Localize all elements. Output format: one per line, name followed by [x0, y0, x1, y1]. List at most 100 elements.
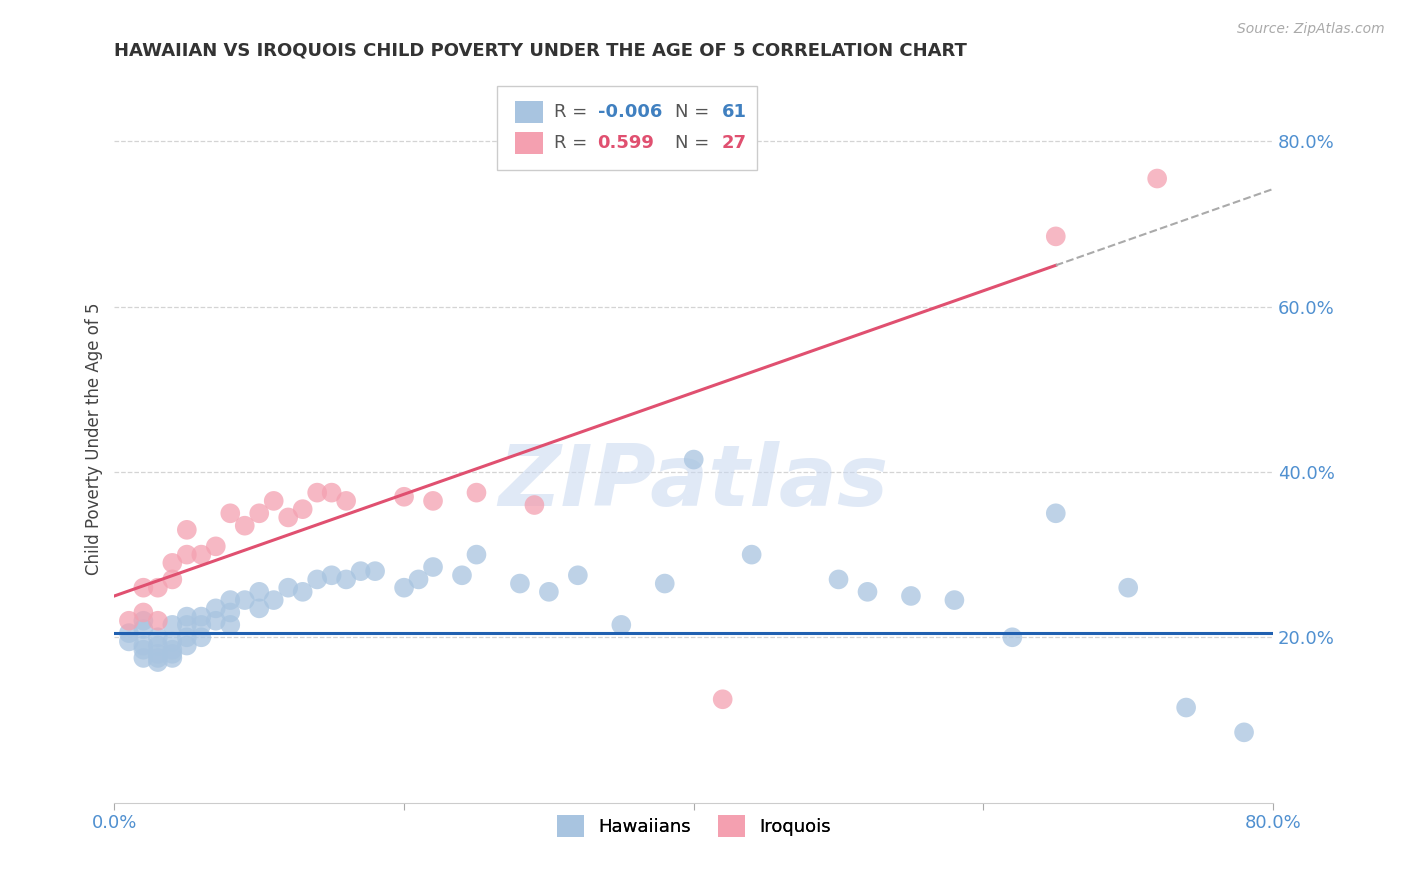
Point: [900, 589, 922, 603]
Point: [132, 642, 155, 657]
Point: [654, 576, 676, 591]
Point: [943, 593, 966, 607]
Point: [610, 618, 633, 632]
Legend: Hawaiians, Iroquois: Hawaiians, Iroquois: [550, 808, 838, 845]
Point: [204, 601, 226, 615]
Point: [146, 639, 169, 653]
Point: [1175, 700, 1198, 714]
Point: [118, 614, 141, 628]
Point: [277, 510, 299, 524]
Point: [162, 634, 184, 648]
Point: [1116, 581, 1139, 595]
Point: [118, 634, 141, 648]
Text: R =: R =: [554, 103, 592, 121]
Point: [263, 593, 285, 607]
Point: [392, 581, 415, 595]
Point: [176, 618, 198, 632]
Y-axis label: Child Poverty Under the Age of 5: Child Poverty Under the Age of 5: [86, 302, 103, 575]
Text: ZIPatlas: ZIPatlas: [499, 441, 889, 524]
Point: [176, 609, 198, 624]
Point: [291, 584, 314, 599]
Point: [263, 494, 285, 508]
Point: [321, 568, 343, 582]
Point: [219, 593, 242, 607]
Point: [132, 651, 155, 665]
Point: [335, 573, 357, 587]
FancyBboxPatch shape: [515, 132, 543, 153]
Point: [827, 573, 849, 587]
Point: [741, 548, 763, 562]
Point: [162, 651, 184, 665]
Point: [451, 568, 474, 582]
Point: [190, 548, 212, 562]
Point: [162, 642, 184, 657]
Point: [204, 540, 226, 554]
Point: [856, 584, 879, 599]
Text: -0.006: -0.006: [598, 103, 662, 121]
Text: 61: 61: [721, 103, 747, 121]
Point: [162, 647, 184, 661]
Point: [162, 573, 184, 587]
Text: 0.599: 0.599: [598, 134, 654, 152]
Point: [176, 523, 198, 537]
Point: [132, 622, 155, 636]
Point: [219, 618, 242, 632]
Point: [523, 498, 546, 512]
Point: [176, 548, 198, 562]
Point: [422, 560, 444, 574]
Point: [162, 618, 184, 632]
Point: [509, 576, 531, 591]
Point: [1146, 171, 1168, 186]
Point: [146, 655, 169, 669]
Point: [146, 581, 169, 595]
Point: [321, 485, 343, 500]
Point: [132, 639, 155, 653]
Point: [219, 506, 242, 520]
Point: [1001, 630, 1024, 644]
Point: [277, 581, 299, 595]
Point: [422, 494, 444, 508]
Point: [204, 614, 226, 628]
Text: N =: N =: [675, 103, 716, 121]
Point: [219, 606, 242, 620]
Point: [349, 564, 371, 578]
Point: [118, 626, 141, 640]
Point: [162, 556, 184, 570]
Point: [465, 485, 488, 500]
Point: [537, 584, 560, 599]
Point: [364, 564, 387, 578]
Point: [190, 630, 212, 644]
FancyBboxPatch shape: [496, 87, 758, 169]
Point: [146, 647, 169, 661]
Point: [146, 614, 169, 628]
Point: [307, 573, 329, 587]
Point: [190, 609, 212, 624]
Point: [1045, 229, 1067, 244]
Text: N =: N =: [675, 134, 716, 152]
Point: [233, 593, 256, 607]
Point: [307, 485, 329, 500]
Point: [146, 630, 169, 644]
Point: [176, 639, 198, 653]
Point: [1233, 725, 1256, 739]
Text: R =: R =: [554, 134, 592, 152]
Point: [567, 568, 589, 582]
Point: [291, 502, 314, 516]
FancyBboxPatch shape: [515, 102, 543, 123]
Point: [335, 494, 357, 508]
Point: [465, 548, 488, 562]
Point: [132, 614, 155, 628]
Text: HAWAIIAN VS IROQUOIS CHILD POVERTY UNDER THE AGE OF 5 CORRELATION CHART: HAWAIIAN VS IROQUOIS CHILD POVERTY UNDER…: [114, 42, 967, 60]
Point: [408, 573, 430, 587]
Text: Source: ZipAtlas.com: Source: ZipAtlas.com: [1237, 22, 1385, 37]
Point: [247, 601, 270, 615]
Point: [682, 452, 704, 467]
Point: [176, 630, 198, 644]
Point: [190, 618, 212, 632]
Point: [247, 584, 270, 599]
Point: [1045, 506, 1067, 520]
Point: [233, 518, 256, 533]
Point: [247, 506, 270, 520]
Point: [132, 581, 155, 595]
Point: [132, 606, 155, 620]
